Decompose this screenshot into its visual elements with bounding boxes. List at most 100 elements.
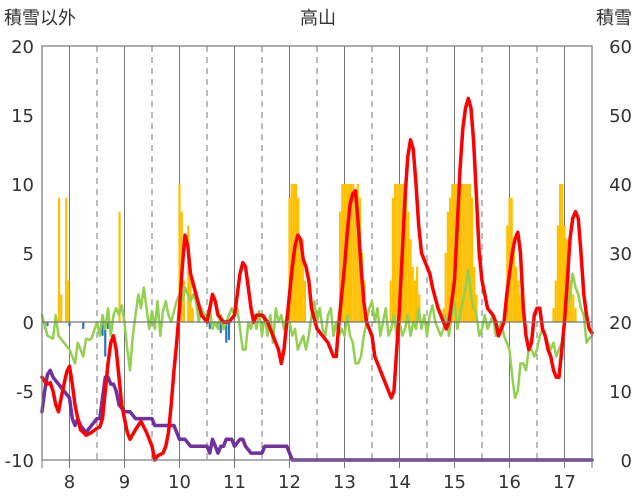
green-series-line — [40, 268, 594, 400]
snow-bar — [517, 280, 520, 322]
y-right-tick-label: 0 — [621, 451, 632, 472]
snow-bar — [475, 294, 478, 322]
negative-bar — [106, 322, 110, 329]
negative-bar — [46, 322, 49, 327]
right-axis-label: 積雪 — [596, 8, 632, 29]
snow-bar — [389, 280, 392, 322]
snow-bar — [352, 184, 355, 322]
x-tick-label: 9 — [119, 472, 130, 493]
snow-bar — [297, 197, 300, 322]
snow-bar — [413, 280, 416, 322]
snow-bar — [295, 184, 298, 322]
snow-bar — [561, 184, 564, 322]
chart-title: 高山 — [300, 8, 336, 29]
x-tick-label: 11 — [223, 472, 246, 493]
snow-bar — [57, 197, 61, 322]
snow-bar — [559, 184, 562, 322]
snow-bar — [391, 197, 394, 322]
snow-bar — [60, 294, 63, 322]
snow-bar — [466, 184, 469, 322]
snow-bar — [178, 184, 181, 322]
y-right-tick-label: 30 — [609, 244, 632, 265]
red-series-line — [40, 96, 594, 462]
snow-bar — [570, 280, 573, 322]
snow-bar — [409, 239, 412, 322]
negative-bar — [219, 322, 222, 334]
snow-bar — [407, 211, 410, 322]
x-tick-label: 12 — [278, 472, 301, 493]
snow-bar — [191, 308, 194, 322]
y-right-tick-label: 20 — [609, 313, 632, 334]
negative-bar — [101, 322, 104, 336]
x-tick-label: 13 — [333, 472, 356, 493]
y-right-tick-label: 50 — [609, 106, 632, 127]
purple-series-line — [40, 368, 594, 462]
y-left-tick-label: 0 — [23, 313, 34, 334]
snow-bar — [572, 294, 575, 322]
snow-bar — [290, 184, 293, 322]
snow-bar — [462, 184, 465, 322]
snow-bar — [67, 280, 70, 322]
x-tick-label: 17 — [553, 472, 576, 493]
snow-bar — [356, 184, 359, 322]
negative-bar — [208, 322, 211, 329]
snow-bar — [339, 211, 342, 322]
snow-bar — [449, 197, 452, 322]
y-right-tick-label: 10 — [609, 382, 632, 403]
y-left-tick-label: 10 — [11, 175, 34, 196]
y-left-tick-label: 15 — [11, 106, 34, 127]
negative-bar — [225, 322, 228, 343]
negative-bar — [104, 322, 107, 357]
y-left-tick-label: 20 — [11, 37, 34, 58]
y-left-tick-label: -10 — [5, 451, 34, 472]
snow-bar — [347, 184, 350, 322]
snow-bar — [354, 197, 357, 322]
snow-bar — [468, 184, 471, 322]
lines-layer — [40, 96, 594, 462]
snow-bar — [574, 308, 577, 322]
x-tick-label: 8 — [64, 472, 75, 493]
snow-bar — [118, 211, 121, 322]
y-right-tick-label: 40 — [609, 175, 632, 196]
snow-bar — [303, 280, 306, 322]
snow-bar — [416, 266, 419, 322]
snow-bar — [563, 225, 566, 322]
snow-bar — [442, 308, 445, 322]
snow-bar — [471, 197, 474, 322]
snow-bar — [506, 225, 509, 322]
x-tick-label: 16 — [498, 472, 521, 493]
snow-bar — [411, 266, 414, 322]
snow-bar — [464, 184, 467, 322]
snow-bar — [508, 197, 511, 322]
snow-bar — [187, 225, 190, 322]
snow-bar — [512, 239, 515, 322]
snow-bar — [519, 294, 522, 322]
snow-bar — [299, 253, 302, 322]
left-axis-label: 積雪以外 — [4, 8, 76, 29]
negative-bar — [68, 322, 71, 327]
axes-layer — [41, 45, 593, 468]
snow-bar — [444, 253, 447, 322]
y-left-tick-label: 5 — [23, 244, 34, 265]
snow-bar — [556, 225, 559, 322]
snow-bar — [405, 184, 408, 322]
snow-bar — [189, 266, 192, 322]
snow-bar — [460, 184, 463, 322]
y-right-tick-label: 60 — [609, 37, 632, 58]
snow-bar — [182, 280, 185, 322]
x-tick-label: 15 — [443, 472, 466, 493]
snow-bar — [350, 184, 353, 322]
snow-bar — [554, 280, 557, 322]
snow-bar — [288, 197, 291, 322]
y-left-tick-label: -5 — [16, 382, 34, 403]
negative-bar — [82, 322, 85, 329]
snow-bar — [394, 184, 397, 322]
negative-bar — [227, 322, 231, 340]
snow-bar — [457, 184, 460, 322]
snow-bar — [301, 239, 304, 322]
snow-bar — [341, 184, 344, 322]
snow-bar — [65, 197, 68, 322]
x-tick-label: 14 — [388, 472, 411, 493]
